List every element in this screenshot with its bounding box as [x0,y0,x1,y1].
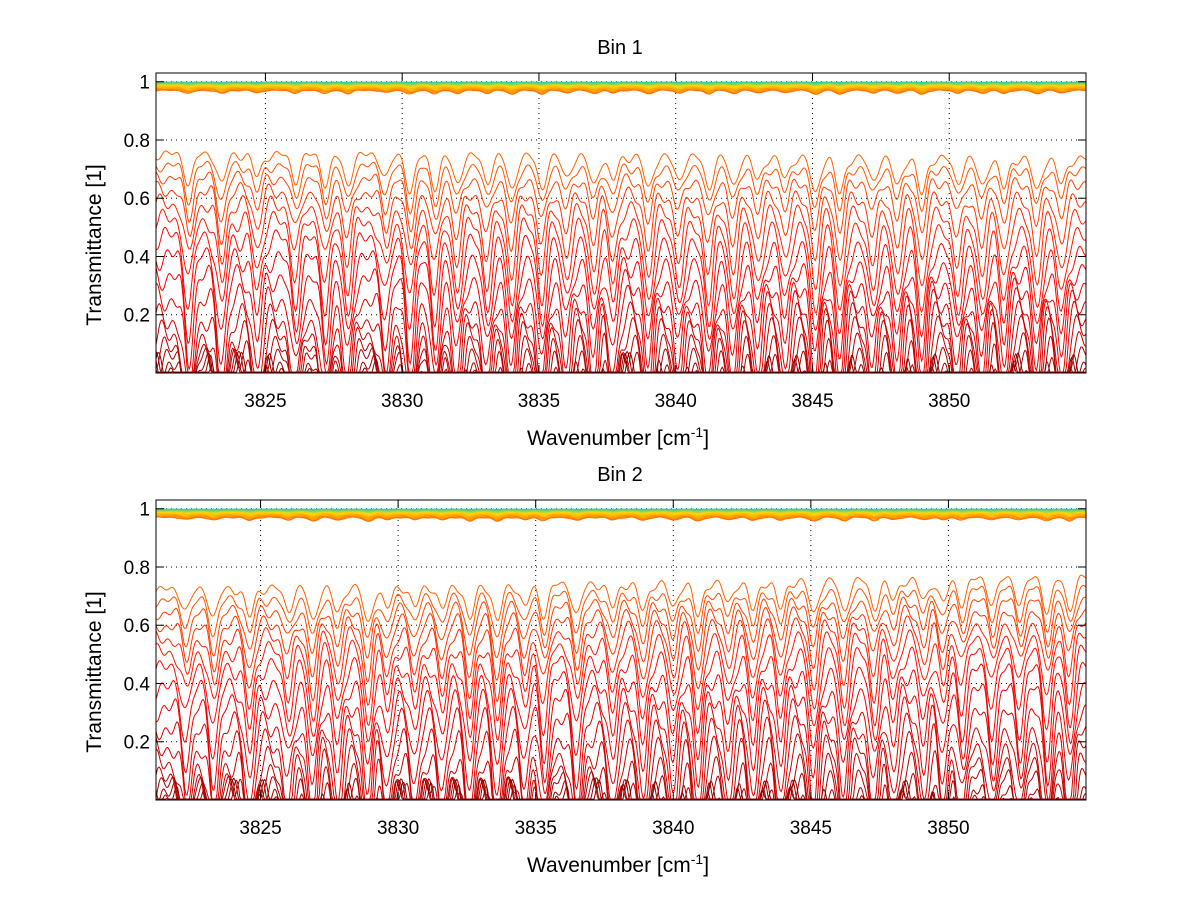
x-tick-label: 3825 [244,391,286,412]
x-tick-label: 3850 [927,818,969,839]
series-lines [156,508,1086,800]
series-line [156,516,1086,522]
x-tick-label: 3845 [791,391,833,412]
axes-box [155,72,1087,374]
series-line [156,515,1086,521]
series-line [156,226,1086,338]
x-tick-label: 3830 [381,391,423,412]
series-line [156,208,1086,314]
series-line [156,604,1086,683]
series-line [156,314,1086,373]
series-line [156,150,1086,196]
x-axis-ticks: 3825 3830 3835 3840 3845 3850 [244,73,970,412]
series-line [156,160,1086,215]
series-line [156,778,1086,800]
y-axis-label: Transmittance [1] [83,591,106,752]
y-tick-label: 0.8 [124,131,150,152]
y-tick-label: 1 [139,500,150,521]
x-tick-label: 3845 [790,818,832,839]
series-line [156,514,1086,520]
x-axis-ticks: 3825 3830 3835 3840 3845 3850 [239,500,970,839]
chart-title: Bin 1 [597,37,643,59]
series-line [156,282,1086,373]
x-tick-label: 3835 [515,818,557,839]
series-line [156,511,1086,516]
y-axis-label: Transmittance [1] [83,164,106,325]
series-line [156,584,1086,638]
y-tick-label: 0.2 [124,733,150,754]
x-tick-label: 3840 [652,818,694,839]
series-line [156,615,1086,706]
series-line [156,264,1086,373]
x-axis-label: Wavenumber [cm-1] [527,851,709,877]
x-axis-label: Wavenumber [cm-1] [527,424,709,450]
series-line [156,88,1086,94]
y-axis-ticks: 0.2 0.4 0.6 0.8 1 [124,73,1086,327]
y-tick-label: 1 [139,73,150,94]
series-lines [156,81,1086,373]
series-line [156,629,1086,727]
series-line [156,596,1086,659]
y-tick-label: 0.6 [124,189,150,210]
y-tick-label: 0.4 [124,674,151,695]
series-line [156,512,1086,516]
x-tick-label: 3825 [239,818,281,839]
y-tick-label: 0.6 [124,616,150,637]
series-line [156,574,1086,622]
y-axis-ticks: 0.2 0.4 0.6 0.8 1 [124,500,1086,754]
series-line [156,193,1086,291]
series-line [156,644,1086,742]
series-line [156,247,1086,366]
y-tick-label: 0.8 [124,558,150,579]
series-line [156,89,1086,95]
series-line [156,682,1086,797]
x-tick-label: 3850 [928,391,970,412]
subplot-bin-1: Bin 1 3825 3830 3835 3840 3845 3850 0.2 0.4 0.6… [83,37,1087,450]
chart-title: Bin 2 [597,464,643,486]
axes-box [155,499,1087,801]
y-tick-label: 0.4 [124,247,151,268]
series-line [156,351,1086,373]
series-line [156,661,1086,766]
x-tick-label: 3840 [655,391,697,412]
series-line [156,300,1086,373]
series-line [156,170,1086,235]
series-line [156,180,1086,262]
subplot-bin-2: Bin 2 3825 3830 3835 3840 3845 3850 0.2 0.4 0.6… [83,464,1087,877]
x-tick-label: 3830 [377,818,419,839]
y-tick-label: 0.2 [124,306,150,327]
x-tick-label: 3835 [518,391,560,412]
series-line [156,82,1086,85]
